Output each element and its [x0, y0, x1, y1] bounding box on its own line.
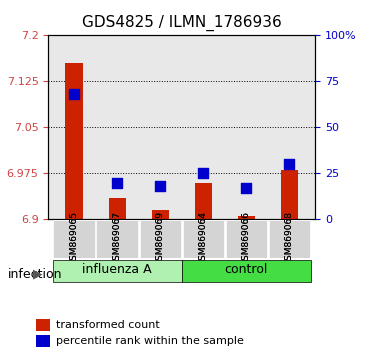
Bar: [109, 198, 126, 219]
Text: GSM869065: GSM869065: [70, 211, 79, 267]
Bar: [65, 63, 83, 219]
Bar: [281, 170, 298, 219]
Bar: [152, 210, 169, 219]
Text: GSM869066: GSM869066: [242, 211, 251, 267]
FancyBboxPatch shape: [139, 220, 181, 258]
Bar: [36, 319, 50, 331]
FancyBboxPatch shape: [96, 220, 138, 258]
Text: GSM869069: GSM869069: [156, 211, 165, 267]
FancyBboxPatch shape: [269, 220, 310, 258]
Bar: [238, 216, 255, 219]
FancyBboxPatch shape: [53, 260, 182, 282]
Text: control: control: [225, 263, 268, 276]
Text: influenza A: influenza A: [82, 263, 152, 276]
FancyBboxPatch shape: [226, 220, 267, 258]
Text: ▶: ▶: [33, 268, 43, 281]
Point: [200, 171, 206, 176]
Text: percentile rank within the sample: percentile rank within the sample: [56, 336, 244, 346]
Bar: [36, 335, 50, 347]
Point: [157, 183, 163, 189]
Text: GSM869067: GSM869067: [113, 211, 122, 267]
Text: GSM869068: GSM869068: [285, 211, 294, 267]
Text: GSM869067: GSM869067: [113, 211, 122, 267]
Title: GDS4825 / ILMN_1786936: GDS4825 / ILMN_1786936: [82, 15, 282, 31]
FancyBboxPatch shape: [53, 220, 95, 258]
Point: [286, 161, 292, 167]
Bar: [195, 183, 212, 219]
Point: [114, 180, 120, 185]
Point: [71, 91, 77, 97]
Text: GSM869066: GSM869066: [242, 211, 251, 267]
Text: infection: infection: [7, 268, 62, 281]
Text: GSM869064: GSM869064: [199, 211, 208, 267]
Text: GSM869068: GSM869068: [285, 211, 294, 267]
Text: transformed count: transformed count: [56, 320, 160, 330]
Text: GSM869064: GSM869064: [199, 211, 208, 267]
Text: GSM869065: GSM869065: [70, 211, 79, 267]
FancyBboxPatch shape: [183, 220, 224, 258]
Text: GSM869069: GSM869069: [156, 211, 165, 267]
FancyBboxPatch shape: [182, 260, 311, 282]
Point: [243, 185, 249, 191]
